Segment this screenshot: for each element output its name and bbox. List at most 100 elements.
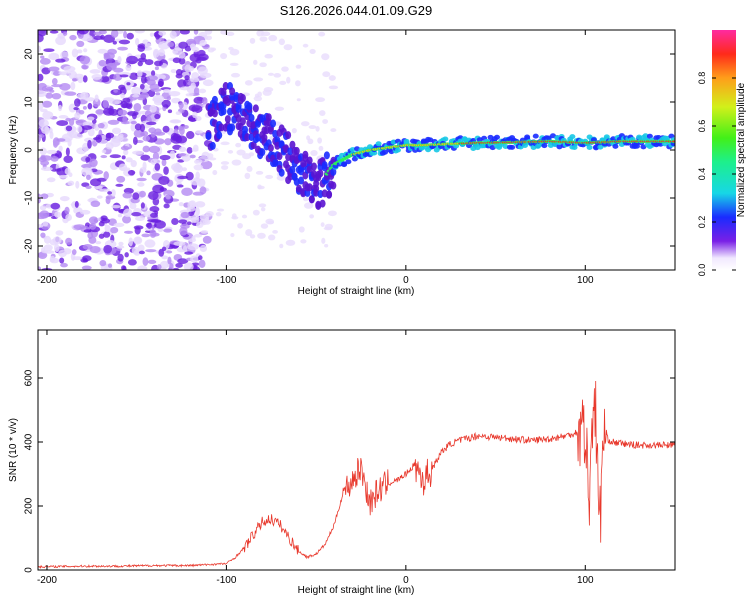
x-tick-label: 100 bbox=[577, 275, 594, 286]
spectral-blob bbox=[54, 211, 61, 218]
spectral-blob bbox=[202, 235, 212, 244]
spectral-blob bbox=[304, 202, 314, 209]
colorbar-tick-label: 0.2 bbox=[697, 216, 707, 229]
spectral-blob bbox=[194, 159, 200, 164]
spectral-blob bbox=[195, 207, 200, 217]
spectral-blob bbox=[586, 144, 593, 150]
spectral-blob bbox=[149, 32, 154, 37]
spectral-blob bbox=[55, 58, 66, 63]
spectral-blob bbox=[569, 134, 576, 140]
x-tick-label: -200 bbox=[37, 575, 57, 586]
spectral-blob bbox=[180, 211, 190, 219]
spectral-blob bbox=[120, 92, 125, 99]
x-tick-label: -100 bbox=[216, 575, 236, 586]
spectral-blob bbox=[310, 162, 317, 171]
spectral-blob bbox=[130, 123, 136, 132]
y-tick-label: 400 bbox=[24, 433, 35, 450]
spectral-blob bbox=[571, 144, 578, 150]
spectral-blob bbox=[141, 233, 151, 238]
spectral-blob bbox=[85, 157, 91, 162]
spectral-blob bbox=[220, 161, 230, 165]
spectral-blob bbox=[59, 195, 70, 202]
spectral-blob bbox=[237, 222, 243, 229]
spectral-blob bbox=[98, 233, 105, 239]
spectral-blob bbox=[154, 66, 159, 71]
spectral-blob bbox=[122, 192, 132, 199]
spectral-blob bbox=[137, 244, 145, 252]
spectral-blob bbox=[216, 208, 225, 212]
spectral-blob bbox=[125, 64, 132, 72]
spectral-blob bbox=[56, 120, 69, 127]
spectral-blob bbox=[51, 92, 62, 100]
spectral-blob bbox=[260, 31, 271, 37]
spectral-blob bbox=[317, 169, 324, 178]
spectral-blob bbox=[195, 115, 202, 121]
spectral-blob bbox=[133, 102, 142, 112]
spectral-blob bbox=[206, 153, 214, 159]
spectral-blob bbox=[207, 47, 215, 53]
spectral-blob bbox=[133, 249, 141, 256]
spectral-blob bbox=[49, 30, 59, 34]
spectral-blob bbox=[55, 230, 64, 236]
spectral-blob bbox=[636, 134, 643, 140]
spectral-blob bbox=[403, 138, 410, 144]
spectral-blob bbox=[169, 150, 176, 160]
spectral-blob bbox=[204, 35, 213, 41]
spectral-blob bbox=[113, 73, 123, 81]
spectral-blob bbox=[287, 147, 294, 156]
spectral-blob bbox=[38, 224, 44, 228]
spectral-blob bbox=[185, 93, 194, 97]
spectral-blob bbox=[319, 110, 326, 116]
spectral-blob bbox=[60, 262, 68, 268]
spectral-blob bbox=[134, 216, 145, 222]
spectral-blob bbox=[192, 111, 198, 119]
spectral-blob bbox=[175, 111, 181, 116]
spectral-blob bbox=[117, 253, 124, 262]
spectral-blob bbox=[229, 87, 236, 96]
spectral-blob bbox=[55, 36, 66, 46]
spectral-blob bbox=[208, 157, 217, 161]
spectral-blob bbox=[159, 154, 171, 161]
spectral-blob bbox=[134, 30, 145, 34]
snr-y-axis: 0 200 400 600 bbox=[24, 369, 675, 573]
spectral-blob bbox=[38, 133, 45, 138]
spectral-blob bbox=[172, 267, 180, 270]
spectral-blob bbox=[45, 92, 53, 99]
spectral-blob bbox=[38, 119, 49, 128]
spectral-blob bbox=[324, 244, 329, 248]
spectral-blob bbox=[161, 99, 171, 108]
spectral-blob bbox=[167, 109, 173, 114]
spectral-blob bbox=[63, 155, 73, 164]
spectral-blob bbox=[205, 132, 212, 141]
spectral-blob bbox=[190, 179, 201, 186]
spectral-blob bbox=[375, 141, 382, 147]
spectral-blob bbox=[161, 255, 169, 260]
spectral-blob bbox=[132, 150, 144, 155]
spectral-blob bbox=[81, 163, 93, 169]
spectral-blob bbox=[265, 113, 272, 122]
spectral-blob bbox=[134, 123, 142, 131]
colorbar-tick-label: 0.8 bbox=[697, 72, 707, 85]
spectral-blob bbox=[170, 119, 180, 123]
spectral-blob bbox=[171, 163, 182, 171]
spectral-blob bbox=[270, 119, 277, 128]
spectral-blob bbox=[603, 134, 610, 140]
spectral-blob bbox=[267, 72, 275, 76]
spectral-blob bbox=[105, 142, 114, 150]
spectral-blob bbox=[175, 262, 183, 268]
spectral-blob bbox=[97, 48, 108, 54]
spectral-blob bbox=[48, 66, 60, 72]
spectral-blob bbox=[38, 30, 47, 37]
spectral-blob bbox=[93, 31, 102, 36]
spectral-blob bbox=[163, 203, 170, 209]
spectral-blob bbox=[93, 185, 103, 190]
spectral-blob bbox=[322, 119, 329, 124]
spectral-blob bbox=[118, 241, 124, 246]
y-tick-label: 10 bbox=[24, 96, 35, 108]
spectral-blob bbox=[128, 237, 133, 247]
spectral-blob bbox=[151, 88, 162, 92]
spectral-blob bbox=[249, 37, 256, 44]
spectral-blob bbox=[49, 255, 56, 263]
spectral-blob bbox=[235, 142, 242, 148]
spectral-blob bbox=[199, 186, 207, 195]
